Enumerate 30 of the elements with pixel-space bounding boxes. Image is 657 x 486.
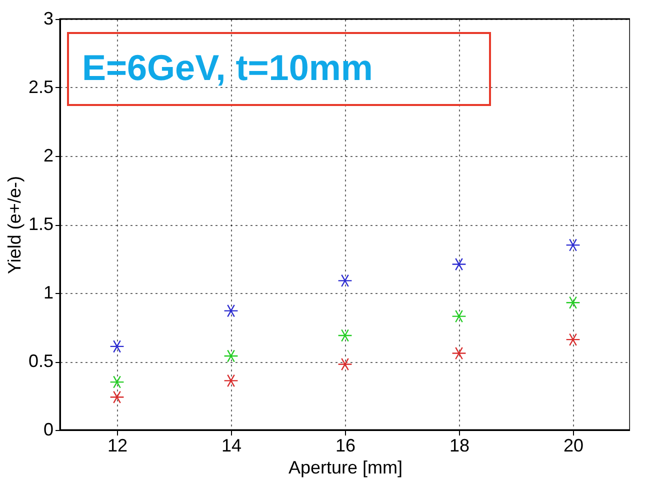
point [452,346,466,360]
x-axis-title: Aperture [mm] [288,458,403,478]
point [566,296,580,310]
point [452,258,466,271]
point [110,340,124,353]
y-axis-title: Yield (e+/e-) [4,176,24,274]
x-tick-label: 20 [563,436,584,456]
point [224,304,238,318]
point [566,238,580,252]
point [110,390,124,404]
y-tick-label: 1 [43,282,54,302]
x-tick-label: 18 [449,436,470,456]
point [338,274,352,288]
point [224,350,238,362]
x-tick-label: 12 [107,436,128,456]
x-tick-label: 16 [335,436,356,456]
y-tick-label: 3 [43,8,54,28]
y-tick-label: 2.5 [28,77,54,97]
y-tick-label: 0 [43,420,54,440]
point [338,329,352,342]
y-tick-label: 1.5 [28,214,54,234]
point [224,374,238,388]
point [566,333,580,346]
point [110,376,124,388]
y-tick-label: 2 [43,146,54,166]
x-tick-label: 14 [221,436,242,456]
y-tick-label: 0.5 [28,351,54,371]
point [452,310,466,323]
point [338,358,352,371]
annotation: E=6GeV, t=10mm [82,47,373,88]
